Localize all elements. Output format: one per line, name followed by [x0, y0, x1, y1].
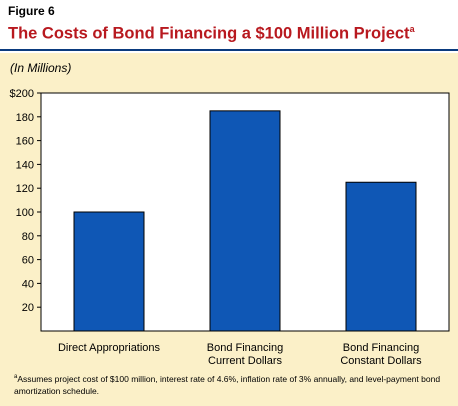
x-category-label: Bond Financing: [343, 342, 419, 354]
bar: [209, 110, 281, 332]
title-rule: [0, 49, 458, 51]
x-category-label: Constant Dollars: [340, 355, 422, 367]
y-tick-label: 180: [16, 112, 34, 124]
title-footnote-mark: a: [409, 24, 415, 34]
y-tick-label: 160: [16, 136, 34, 148]
y-tick-label: 20: [22, 302, 34, 314]
y-tick-label: 60: [22, 255, 34, 267]
y-tick-label: 40: [22, 278, 34, 290]
footnote: aAssumes project cost of $100 million, i…: [14, 373, 450, 397]
chart-title: The Costs of Bond Financing a $100 Milli…: [8, 24, 415, 44]
y-tick-label: 120: [16, 183, 34, 195]
y-tick-label: 80: [22, 231, 34, 243]
bar: [345, 181, 417, 332]
footnote-mark: a: [14, 374, 18, 381]
x-category-label: Current Dollars: [208, 355, 282, 367]
chart-title-text: The Costs of Bond Financing a $100 Milli…: [8, 24, 410, 43]
y-tick-label: 100: [16, 207, 34, 219]
units-note: (In Millions): [10, 61, 72, 75]
bar: [73, 211, 145, 332]
x-category-label: Direct Appropriations: [58, 342, 161, 354]
y-tick-label: 140: [16, 159, 34, 171]
figure-label: Figure 6: [8, 4, 55, 18]
footnote-text: Assumes project cost of $100 million, in…: [14, 374, 441, 396]
y-tick-label: $200: [10, 88, 34, 100]
x-category-label: Bond Financing: [207, 342, 283, 354]
